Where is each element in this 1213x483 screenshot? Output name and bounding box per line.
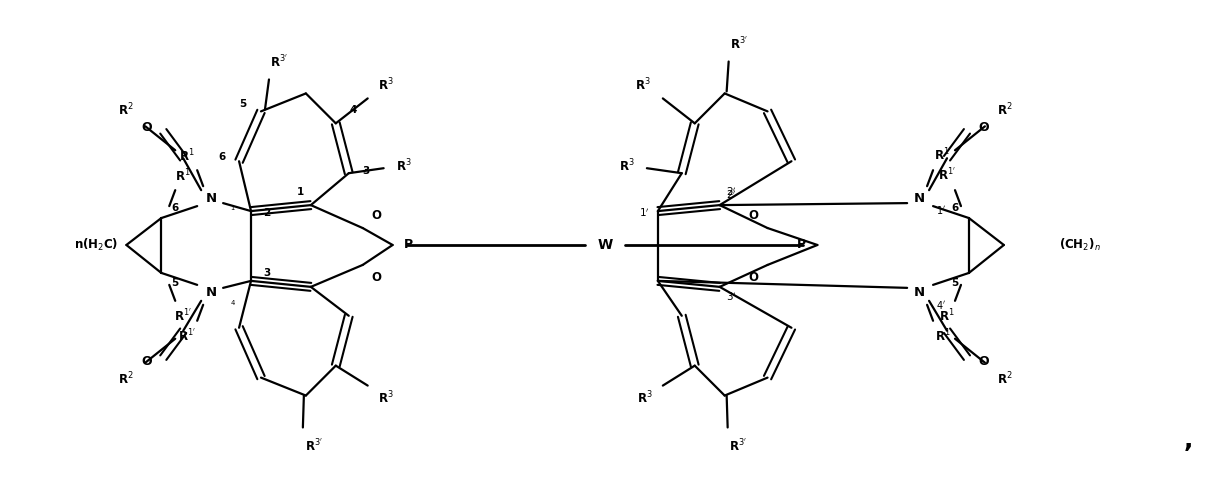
Text: 1: 1 [297,187,304,197]
Text: R$^2$: R$^2$ [997,102,1013,119]
Text: 2: 2 [263,208,270,218]
Text: n(H$_2$C): n(H$_2$C) [74,237,119,253]
Text: O: O [371,209,382,222]
Text: 6: 6 [218,152,226,162]
Text: 3: 3 [361,166,369,176]
Text: O: O [141,355,152,368]
Text: 5: 5 [239,99,246,109]
Text: R$^{3'}$: R$^{3'}$ [729,437,747,454]
Text: N: N [205,192,217,205]
Text: R$^3$: R$^3$ [377,389,393,406]
Text: R$^{1'}$: R$^{1'}$ [938,167,956,184]
Text: 5: 5 [951,278,958,288]
Text: R$^3$: R$^3$ [395,158,411,174]
Text: R$^3$: R$^3$ [377,77,393,94]
Text: ,: , [1184,428,1194,453]
Text: $^4$: $^4$ [230,300,237,310]
Text: O: O [748,271,758,284]
Text: $1'$: $1'$ [936,204,946,216]
Text: O: O [371,271,382,284]
Text: 3: 3 [263,268,270,278]
Text: R$^1$: R$^1$ [939,308,955,324]
Text: $3'$: $3'$ [727,291,738,303]
Text: $2'$: $2'$ [727,189,738,201]
Text: $1'$: $1'$ [638,207,649,219]
Text: R$^{1'}$: R$^{1'}$ [934,147,952,163]
Text: R$^3$: R$^3$ [619,158,634,174]
Text: R$^3$: R$^3$ [637,389,653,406]
Text: 5: 5 [171,278,178,288]
Text: R$^2$: R$^2$ [118,370,133,387]
Text: O: O [979,121,990,134]
Text: O: O [141,121,152,134]
Text: P: P [797,239,805,252]
Text: (CH$_2$)$_n$: (CH$_2$)$_n$ [1059,237,1100,253]
Text: R$^1$: R$^1$ [180,148,195,165]
Text: R$^{1'}$: R$^{1'}$ [178,327,197,344]
Text: R$^2$: R$^2$ [118,102,133,119]
Text: R$^3$: R$^3$ [636,77,650,94]
Text: O: O [979,355,990,368]
Text: $^1$: $^1$ [230,205,237,215]
Text: R$^1$: R$^1$ [176,168,192,185]
Text: P: P [404,239,414,252]
Text: O: O [748,209,758,222]
Text: W: W [597,238,613,252]
Text: R$^{3'}$: R$^{3'}$ [270,54,287,70]
Text: R$^{1'}$: R$^{1'}$ [175,308,192,324]
Text: 4: 4 [349,105,357,115]
Text: N: N [913,192,924,205]
Text: $2'$: $2'$ [727,186,738,199]
Text: $4'$: $4'$ [936,299,946,311]
Text: R$^{3'}$: R$^{3'}$ [729,35,747,52]
Text: N: N [913,286,924,299]
Text: R$^2$: R$^2$ [997,370,1013,387]
Text: N: N [205,286,217,299]
Text: R$^{3'}$: R$^{3'}$ [304,437,323,454]
Text: 6: 6 [951,203,958,213]
Text: 6: 6 [171,203,178,213]
Text: R$^1$: R$^1$ [935,327,951,344]
